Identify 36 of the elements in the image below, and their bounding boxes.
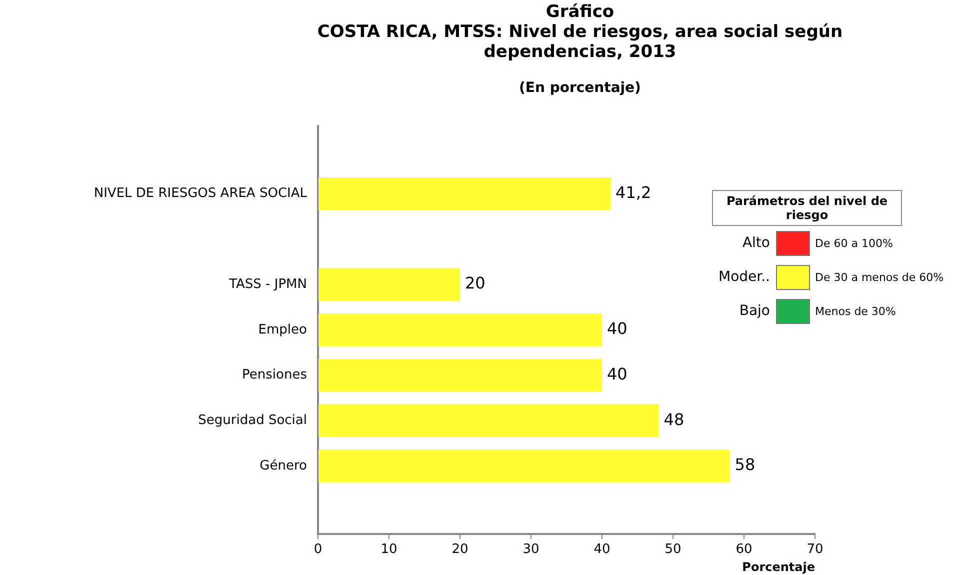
y-tick-label: NIVEL DE RIESGOS AREA SOCIAL	[94, 186, 308, 202]
data-label: 58	[734, 455, 756, 474]
data-label: 48	[664, 410, 684, 429]
data-label: 41,2	[616, 182, 652, 202]
y-tick-label: TASS - JPMN	[228, 276, 307, 292]
data-label: 40	[607, 364, 628, 384]
x-tick-label: 0	[314, 542, 322, 558]
bar	[318, 178, 611, 210]
y-tick-label: Empleo	[258, 322, 308, 338]
x-tick-label: 50	[664, 542, 682, 558]
x-tick-label: 40	[594, 542, 610, 558]
bar	[318, 404, 659, 437]
x-tick-label: 30	[522, 542, 540, 558]
x-axis-title: Porcentaje	[742, 560, 815, 574]
x-tick-label: 10	[380, 542, 398, 558]
annotation: De 60 a 100%	[815, 236, 893, 250]
annotation: Parámetros del nivel de riesgo	[712, 190, 902, 226]
x-tick-label: 70	[806, 542, 824, 558]
annotation: De 30 a menos de 60%	[815, 270, 944, 284]
bar	[318, 268, 460, 301]
chart-title: Gráfico COSTA RICA, MTSS: Nivel de riesgos, area social según dependencias, 2013	[316, 2, 844, 62]
y-tick-label: Género	[260, 458, 308, 474]
annotation: Moder..	[717, 269, 771, 285]
y-tick-label: Pensiones	[242, 368, 308, 383]
x-tick-label: 60	[736, 542, 752, 558]
data-label: 40	[607, 319, 628, 338]
x-tick-label: 20	[452, 542, 468, 558]
annotation: Menos de 30%	[815, 304, 896, 318]
bar	[318, 450, 730, 482]
annotation: Bajo	[738, 303, 771, 319]
data-label: 20	[465, 274, 486, 293]
annotation: Alto	[741, 235, 771, 251]
bar	[318, 358, 602, 392]
chart-subtitle: (En porcentaje)	[518, 80, 642, 96]
bar	[318, 314, 602, 346]
y-tick-label: Seguridad Social	[198, 412, 307, 428]
